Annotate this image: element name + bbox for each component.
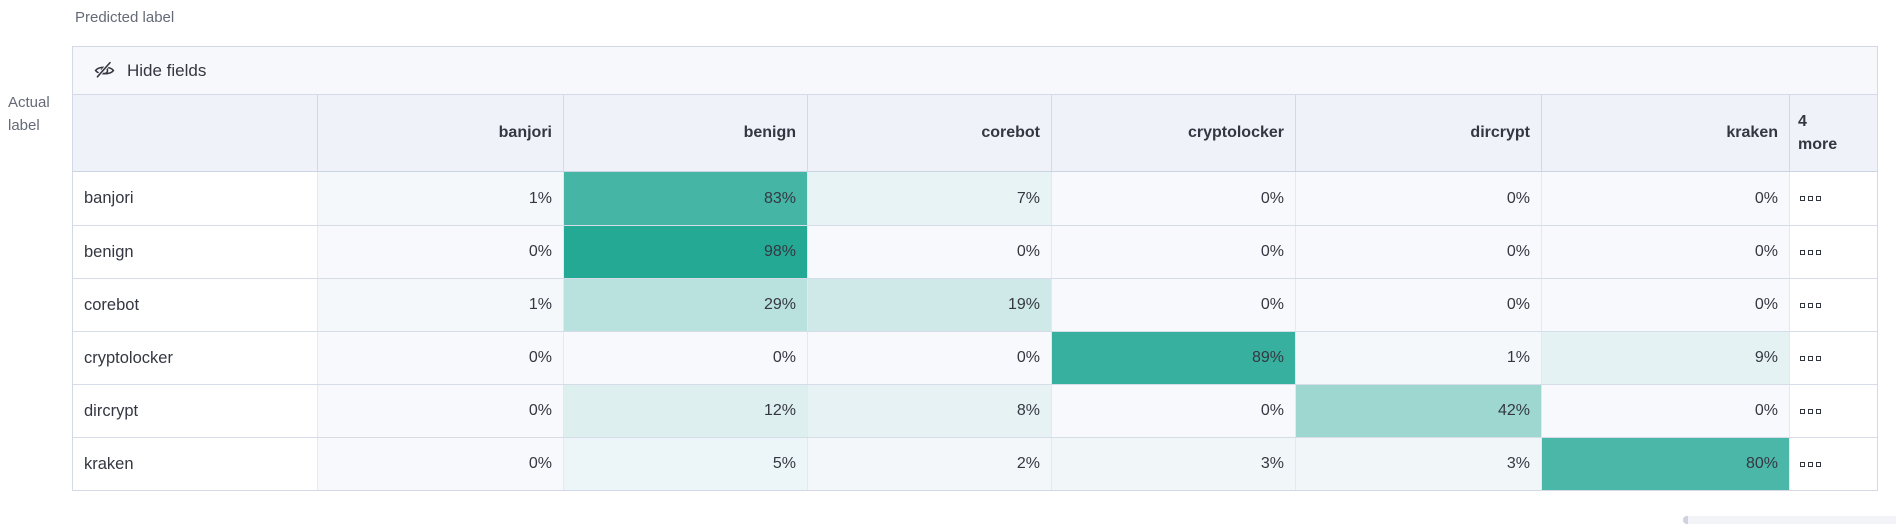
more-values-icon (1808, 461, 1813, 467)
more-values-icon (1808, 408, 1813, 414)
matrix-row-cryptolocker: cryptolocker 0% 0% 0% 89% 1% 9% (73, 331, 1877, 384)
more-values-icon (1816, 302, 1821, 308)
matrix-cell-kraken-kraken: 80% (1541, 438, 1789, 490)
matrix-row-dircrypt: dircrypt 0% 12% 8% 0% 42% 0% (73, 384, 1877, 437)
matrix-cell-dircrypt-banjori: 0% (317, 385, 563, 437)
matrix-cell-cryptolocker-kraken: 9% (1541, 332, 1789, 384)
column-header-benign: benign (563, 95, 807, 171)
more-values-icon (1808, 196, 1813, 201)
matrix-cell-cryptolocker-benign: 0% (563, 332, 807, 384)
row-label: corebot (73, 279, 317, 331)
matrix-cell-kraken-cryptolocker: 3% (1051, 438, 1295, 490)
matrix-cell-benign-cryptolocker: 0% (1051, 226, 1295, 278)
column-header-banjori: banjori (317, 95, 563, 171)
column-header-corebot: corebot (807, 95, 1051, 171)
more-values-icon (1808, 249, 1813, 255)
more-values-icon (1816, 196, 1821, 201)
matrix-cell-dircrypt-corebot: 8% (807, 385, 1051, 437)
matrix-cell-corebot-banjori: 1% (317, 279, 563, 331)
matrix-row-benign: benign 0% 98% 0% 0% 0% 0% (73, 225, 1877, 278)
row-label: kraken (73, 438, 317, 490)
column-header-row: banjori benign corebot cryptolocker dircrypt… (73, 95, 1877, 172)
matrix-cell-corebot-kraken: 0% (1541, 279, 1789, 331)
row-more-cell[interactable] (1789, 385, 1877, 437)
matrix-cell-corebot-cryptolocker: 0% (1051, 279, 1295, 331)
row-more-cell[interactable] (1789, 172, 1877, 225)
column-header-cryptolocker: cryptolocker (1051, 95, 1295, 171)
matrix-cell-benign-kraken: 0% (1541, 226, 1789, 278)
more-values-icon (1800, 249, 1805, 255)
matrix-cell-kraken-corebot: 2% (807, 438, 1051, 490)
column-header-more: 4 more (1789, 95, 1877, 171)
matrix-cell-benign-benign: 98% (563, 226, 807, 278)
matrix-cell-banjori-benign: 83% (563, 172, 807, 225)
more-values-icon (1800, 461, 1805, 467)
row-more-cell[interactable] (1789, 279, 1877, 331)
matrix-cell-benign-dircrypt: 0% (1295, 226, 1541, 278)
matrix-cell-corebot-benign: 29% (563, 279, 807, 331)
more-values-icon (1816, 249, 1821, 255)
row-label: cryptolocker (73, 332, 317, 384)
more-values-icon (1816, 408, 1821, 414)
matrix-cell-corebot-dircrypt: 0% (1295, 279, 1541, 331)
more-values-icon (1808, 302, 1813, 308)
matrix-row-banjori: banjori 1% 83% 7% 0% 0% 0% (73, 172, 1877, 225)
matrix-cell-benign-banjori: 0% (317, 226, 563, 278)
actual-axis-label-line2: label (8, 117, 40, 135)
matrix-row-kraken: kraken 0% 5% 2% 3% 3% 80% (73, 437, 1877, 490)
column-header-kraken: kraken (1541, 95, 1789, 171)
row-more-cell[interactable] (1789, 438, 1877, 490)
matrix-cell-cryptolocker-cryptolocker: 89% (1051, 332, 1295, 384)
horizontal-scrollbar[interactable] (1683, 516, 1896, 524)
row-label: dircrypt (73, 385, 317, 437)
more-values-icon (1816, 461, 1821, 467)
eye-closed-icon (94, 60, 115, 81)
column-header-dircrypt: dircrypt (1295, 95, 1541, 171)
header-corner-cell (73, 95, 317, 171)
matrix-cell-dircrypt-cryptolocker: 0% (1051, 385, 1295, 437)
more-values-icon (1800, 302, 1805, 308)
matrix-cell-kraken-benign: 5% (563, 438, 807, 490)
matrix-cell-dircrypt-benign: 12% (563, 385, 807, 437)
matrix-cell-kraken-banjori: 0% (317, 438, 563, 490)
actual-axis-label: Actual label (8, 91, 50, 138)
hide-fields-label: Hide fields (127, 60, 207, 80)
confusion-matrix-grid: Hide fields banjori benign corebot cryptolo… (72, 46, 1878, 491)
matrix-cell-kraken-dircrypt: 3% (1295, 438, 1541, 490)
matrix-cell-banjori-cryptolocker: 0% (1051, 172, 1295, 225)
row-label: banjori (73, 172, 317, 225)
matrix-cell-benign-corebot: 0% (807, 226, 1051, 278)
row-more-cell[interactable] (1789, 332, 1877, 384)
matrix-cell-dircrypt-dircrypt: 42% (1295, 385, 1541, 437)
more-values-icon (1816, 355, 1821, 361)
row-label: benign (73, 226, 317, 278)
matrix-rows: banjori 1% 83% 7% 0% 0% 0% benign 0% 98% 0% 0% 0% 0% c… (73, 172, 1877, 490)
matrix-cell-corebot-corebot: 19% (807, 279, 1051, 331)
more-values-icon (1800, 196, 1805, 201)
hide-fields-button[interactable]: Hide fields (94, 60, 206, 81)
matrix-cell-cryptolocker-corebot: 0% (807, 332, 1051, 384)
matrix-cell-banjori-kraken: 0% (1541, 172, 1789, 225)
matrix-row-corebot: corebot 1% 29% 19% 0% 0% 0% (73, 278, 1877, 331)
row-more-cell[interactable] (1789, 226, 1877, 278)
more-values-icon (1800, 408, 1805, 414)
actual-axis-label-line1: Actual (8, 94, 50, 111)
matrix-cell-banjori-dircrypt: 0% (1295, 172, 1541, 225)
more-values-icon (1808, 355, 1813, 361)
matrix-cell-cryptolocker-banjori: 0% (317, 332, 563, 384)
scrollbar-thumb-cap (1683, 516, 1688, 524)
grid-toolbar: Hide fields (73, 47, 1877, 95)
predicted-axis-label: Predicted label (75, 9, 175, 26)
more-values-icon (1800, 355, 1805, 361)
matrix-cell-dircrypt-kraken: 0% (1541, 385, 1789, 437)
matrix-cell-cryptolocker-dircrypt: 1% (1295, 332, 1541, 384)
matrix-cell-banjori-banjori: 1% (317, 172, 563, 225)
matrix-cell-banjori-corebot: 7% (807, 172, 1051, 225)
